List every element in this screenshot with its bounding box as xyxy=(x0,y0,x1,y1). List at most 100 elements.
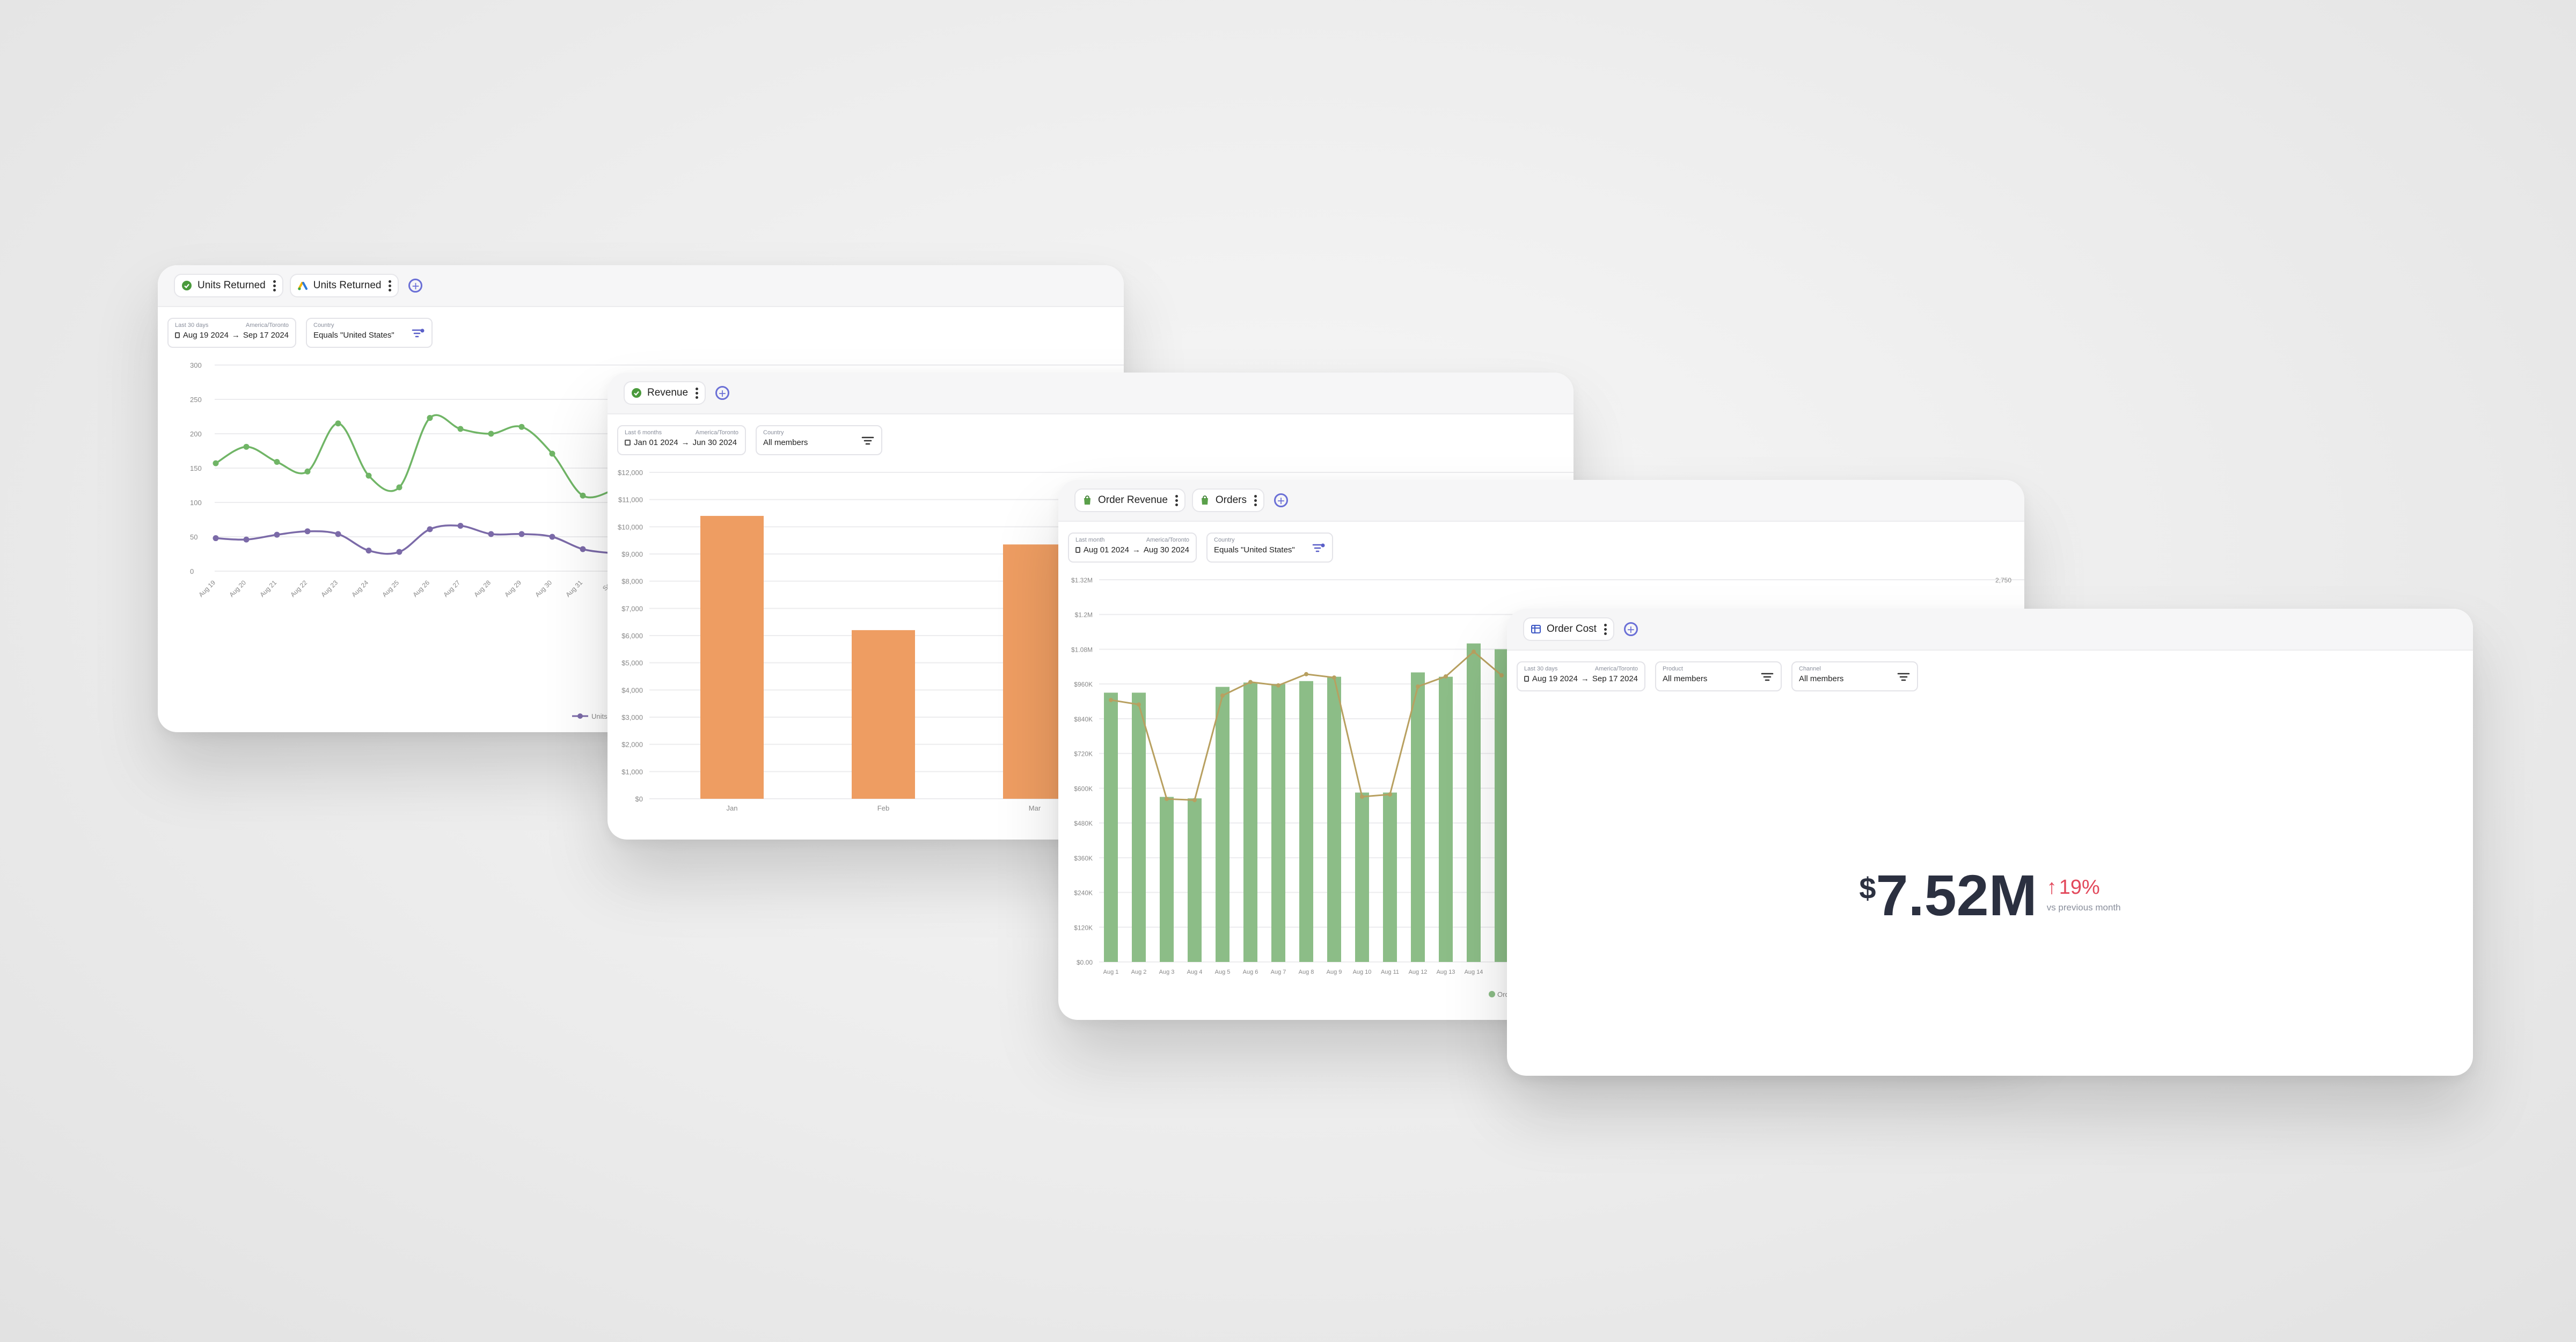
y-tick-label: 300 xyxy=(190,361,202,369)
data-point xyxy=(580,546,586,552)
calendar-icon xyxy=(1524,676,1529,682)
tab-order-cost[interactable]: Order Cost xyxy=(1523,617,1614,641)
bar xyxy=(700,516,764,799)
filter-value: Equals "United States" xyxy=(1214,545,1295,555)
product-filter[interactable]: Product All members xyxy=(1655,661,1782,691)
more-options-icon[interactable] xyxy=(1254,494,1257,506)
x-tick-label: Aug 13 xyxy=(1437,969,1455,975)
add-metric-button[interactable]: + xyxy=(715,386,730,400)
filter-value: All members xyxy=(1799,674,1844,683)
date-from: Aug 19 2024 xyxy=(1532,674,1578,683)
tab-label: Orders xyxy=(1215,494,1247,506)
y-tick-label: 150 xyxy=(190,464,202,472)
y-tick-label: 0 xyxy=(190,567,194,575)
timezone-label: America/Toronto xyxy=(695,429,738,436)
spreadsheet-icon xyxy=(1531,625,1541,633)
more-options-icon[interactable] xyxy=(273,280,276,291)
y-tick-label: $12,000 xyxy=(618,469,643,477)
add-metric-button[interactable]: + xyxy=(408,279,423,293)
date-to: Sep 17 2024 xyxy=(1592,674,1638,683)
shopify-bag-icon xyxy=(1084,495,1091,505)
date-preset-label: Last 30 days xyxy=(1524,666,1558,672)
date-range-picker[interactable]: Last 30 days America/Toronto Aug 19 2024… xyxy=(1517,661,1645,691)
bar xyxy=(1411,672,1425,962)
date-preset-label: Last 30 days xyxy=(175,322,209,329)
x-tick-label: Aug 2 xyxy=(1131,969,1147,975)
filter-active-icon[interactable] xyxy=(411,327,425,340)
calendar-icon xyxy=(175,332,180,338)
y-tick-label: $840K xyxy=(1074,716,1093,723)
filter-value: All members xyxy=(763,438,808,447)
x-tick-label: Aug 23 xyxy=(319,579,339,599)
date-range-picker[interactable]: Last 6 months America/Toronto Jan 01 202… xyxy=(617,425,746,455)
x-tick-label: Aug 20 xyxy=(228,579,247,599)
bar xyxy=(1355,792,1369,962)
add-metric-button[interactable]: + xyxy=(1623,622,1638,637)
date-from: Aug 01 2024 xyxy=(1083,545,1129,555)
y-tick-label: 250 xyxy=(190,396,202,404)
y-tick-label: $600K xyxy=(1074,785,1093,792)
x-tick-label: Aug 28 xyxy=(472,579,492,599)
data-point xyxy=(304,528,311,535)
shopify-icon xyxy=(182,281,192,290)
arrow-right-icon: → xyxy=(1580,674,1589,683)
y-tick-label: 50 xyxy=(190,533,197,541)
tab-units-returned-google-ads[interactable]: Units Returned xyxy=(289,274,399,297)
card-header: Revenue + xyxy=(608,373,1574,414)
data-point xyxy=(1248,680,1253,684)
kpi-change: ↑ 19% vs previous month xyxy=(2047,876,2121,913)
data-point xyxy=(1276,683,1280,688)
channel-filter[interactable]: Channel All members xyxy=(1791,661,1918,691)
filter-icon[interactable] xyxy=(861,435,875,448)
more-options-icon[interactable] xyxy=(1604,623,1607,635)
date-from: Jan 01 2024 xyxy=(634,438,678,447)
bar xyxy=(1327,676,1341,962)
tab-revenue[interactable]: Revenue xyxy=(624,381,706,405)
x-tick-label: Feb xyxy=(877,804,889,812)
date-range-picker[interactable]: Last 30 days America/Toronto Aug 19 2024… xyxy=(167,318,296,348)
country-filter[interactable]: Country Equals "United States" xyxy=(1206,533,1333,563)
date-preset-label: Last 6 months xyxy=(625,429,662,436)
data-point xyxy=(1220,693,1225,698)
x-tick-label: Aug 27 xyxy=(442,579,462,599)
arrow-right-icon: → xyxy=(681,438,690,447)
date-range-picker[interactable]: Last month America/Toronto Aug 01 2024 → A… xyxy=(1068,533,1197,563)
tab-order-revenue[interactable]: Order Revenue xyxy=(1074,488,1185,512)
y-tick-label: 100 xyxy=(190,499,202,507)
kpi-value: 7.52M xyxy=(1876,863,2037,928)
country-filter[interactable]: Country All members xyxy=(756,425,882,455)
y-tick-label: $120K xyxy=(1074,924,1093,931)
filter-value: All members xyxy=(1663,674,1708,683)
tab-orders[interactable]: Orders xyxy=(1191,488,1264,512)
country-filter[interactable]: Country Equals "United States" xyxy=(306,318,433,348)
controls-bar: Last 6 months America/Toronto Jan 01 202… xyxy=(608,414,1574,455)
y-tick-label: 200 xyxy=(190,430,202,438)
more-options-icon[interactable] xyxy=(696,387,699,399)
data-point xyxy=(396,549,402,555)
tab-units-returned-shopify[interactable]: Units Returned xyxy=(174,274,283,297)
add-metric-button[interactable]: + xyxy=(1274,493,1288,508)
data-point xyxy=(1109,698,1113,703)
x-tick-label: Aug 26 xyxy=(411,579,431,599)
controls-bar: Last 30 days America/Toronto Aug 19 2024… xyxy=(158,307,1124,348)
tab-label: Order Cost xyxy=(1547,623,1597,634)
data-point xyxy=(274,458,280,465)
filter-label: Country xyxy=(763,429,784,436)
google-ads-icon xyxy=(297,282,308,290)
arrow-up-icon: ↑ xyxy=(2046,876,2057,899)
y-tick-label: $240K xyxy=(1074,889,1093,897)
filter-active-icon[interactable] xyxy=(1312,542,1326,555)
tab-label: Revenue xyxy=(647,387,689,398)
more-options-icon[interactable] xyxy=(1175,494,1178,506)
data-point xyxy=(335,420,341,427)
data-point xyxy=(1165,797,1169,801)
kpi-display: $ 7.52M ↑ 19% vs previous month xyxy=(1507,866,2473,924)
x-tick-label: Aug 3 xyxy=(1159,969,1175,975)
calendar-icon xyxy=(625,440,631,446)
y-tick-label: $1.08M xyxy=(1071,646,1093,653)
filter-icon[interactable] xyxy=(1897,671,1911,684)
tab-label: Units Returned xyxy=(313,280,382,291)
filter-icon[interactable] xyxy=(1760,671,1774,684)
more-options-icon[interactable] xyxy=(389,280,392,291)
data-point xyxy=(1137,702,1141,707)
